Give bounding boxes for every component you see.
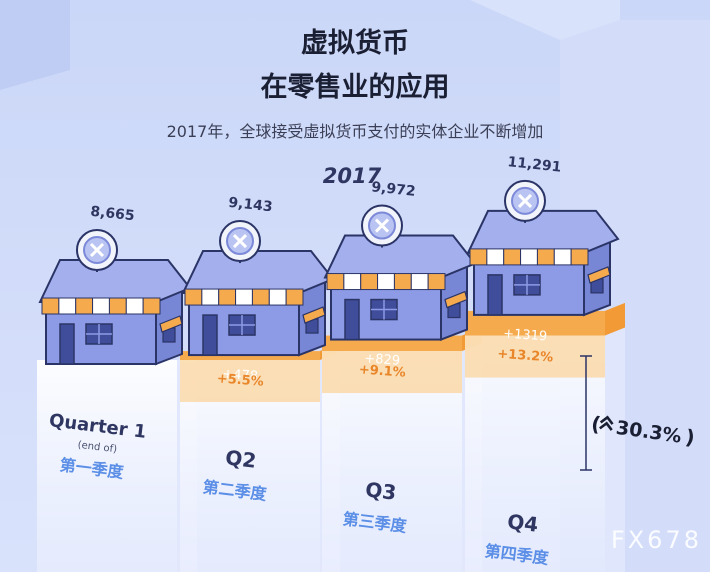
coin-icon [504,179,546,222]
awning-stripe [184,288,203,306]
awning-stripe [486,248,505,266]
growth-band-3 [322,351,462,394]
house-roof [466,209,620,254]
growth-label: +9.1% [358,362,406,380]
house-door [59,323,75,365]
awning-stripe [360,273,379,291]
houses-layer [38,179,620,366]
awning-stripe [125,297,144,315]
columns-layer [37,302,625,572]
category-note: (end of) [77,440,118,456]
title-line-1: 虚拟货币 [301,27,409,59]
bg-block-right-top [470,0,620,40]
awning-stripe [41,297,60,315]
awning-icon [326,273,446,291]
paren-close: ) [684,425,696,450]
category-label: Q4 [506,509,540,537]
awning-stripe [410,273,429,291]
coin-mark-b [232,234,248,249]
awning-icon [41,297,161,315]
awning-stripe [570,248,589,266]
awning-stripe [343,273,362,291]
bg-block-left [0,0,70,90]
value-label: 8,665 [90,204,136,225]
awning-stripe [553,248,572,266]
house-door [487,274,503,316]
coin-mark-b [374,218,390,233]
awning-stripe [377,273,395,291]
paren-open: ( [590,411,602,436]
awning-stripe [268,288,287,306]
awning-stripe [201,288,220,306]
house-icon [181,220,335,357]
house-icon [323,204,477,342]
column-side-4 [605,302,625,572]
value-label: 11,291 [507,154,562,176]
category-label: Q3 [364,477,398,505]
awning-stripe [92,297,110,315]
coin-icon [361,204,403,247]
side-awning [587,266,611,284]
house-door [344,298,360,341]
house-roof [323,234,477,279]
awning-stripe [427,273,446,291]
awning-stripe [142,297,161,315]
side-awning [302,306,326,324]
house-roof [181,250,335,295]
house-icon [466,179,620,317]
coin-icon [219,220,261,263]
increase-block-side-4 [605,302,625,336]
awning-stripe [469,248,488,266]
awning-stripe [75,297,94,315]
awning-stripe [536,248,555,266]
growth-band-2 [180,360,320,402]
awning-stripe [218,288,237,306]
value-label: 9,972 [371,179,417,200]
awning-stripe [235,288,253,306]
house-door [202,314,218,356]
house-icon [38,229,192,366]
awning-stripe [285,288,304,306]
title-line-2: 在零售业的应用 [261,71,450,103]
side-awning [159,315,183,333]
subtitle: 2017年，全球接受虚拟货币支付的实体企业不断增加 [167,122,544,141]
value-label: 9,143 [228,195,274,216]
awning-stripe [393,273,412,291]
category-label: Q2 [224,445,258,473]
watermark: FX678 [611,526,702,554]
house-roof [38,259,192,303]
double-chevron-up-icon [599,415,614,431]
increase-label: +1319 [503,326,548,344]
increase-label: +829 [364,351,401,368]
awning-icon [469,248,589,266]
awning-stripe [58,297,77,315]
awning-stripe [326,273,345,291]
growth-label: +13.2% [497,347,554,366]
awning-stripe [108,297,127,315]
coin-icon [76,229,118,271]
column-1 [37,360,177,572]
awning-stripe [251,288,270,306]
side-awning [444,290,468,309]
coin-mark-b [517,193,533,208]
chart-title: 2017 [323,164,382,188]
awning-stripe [520,248,538,266]
increase-label: +478 [222,367,259,384]
awning-icon [184,288,304,306]
coin-mark-b [89,242,105,258]
growth-label: +5.5% [216,371,264,389]
awning-stripe [503,248,522,266]
